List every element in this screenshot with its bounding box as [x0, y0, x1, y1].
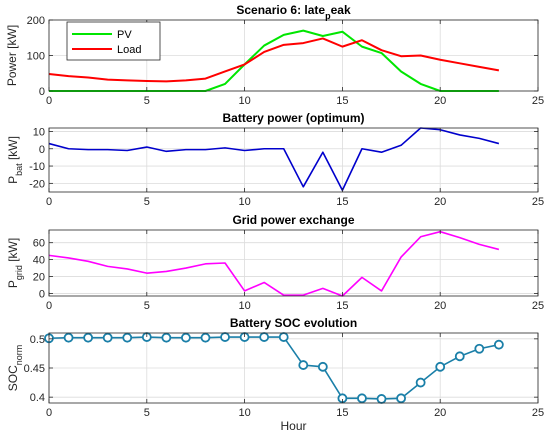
data-point [63, 332, 74, 343]
data-point [220, 332, 230, 342]
y-tick-label: 0 [39, 288, 45, 300]
subplot-4: 0 5 10 15 20 25 0.4 0.45 0.5 Battery SOC evolutio… [6, 316, 544, 433]
y-tick-label: 0.4 [30, 392, 45, 404]
data-point [298, 360, 309, 370]
plot-area [49, 128, 538, 192]
y-tick-label: 0.45 [24, 363, 45, 375]
y-tick-label: 20 [33, 272, 45, 284]
y-tick-label: 10 [33, 126, 45, 138]
chart-title: Battery SOC evolution [230, 316, 357, 330]
series-line-1 [48, 230, 500, 297]
y-axis-label: Pbat [kW] [6, 136, 24, 184]
legend-box [66, 21, 161, 61]
data-point [376, 394, 387, 404]
data-point [278, 332, 289, 342]
x-tick-label: 0 [46, 407, 52, 419]
y-tick-label: 100 [27, 51, 45, 63]
x-tick-label: 15 [336, 196, 348, 208]
x-tick-label: 20 [434, 95, 446, 107]
x-tick-label: 0 [46, 196, 52, 208]
data-point [493, 339, 504, 350]
x-axis-label: Hour [280, 419, 306, 433]
x-tick-label: 20 [434, 407, 446, 419]
axes-frame [48, 229, 539, 297]
subplot-3: 0 5 10 15 20 25 0 20 40 60 Grid power exchange Pgri… [6, 213, 544, 312]
legend-label-load: Load [117, 44, 141, 56]
x-tick-label: 10 [238, 300, 250, 312]
x-tick-label: 0 [46, 300, 52, 312]
axes-frame [48, 127, 539, 193]
x-tick-label: 10 [238, 407, 250, 419]
subplot-2: 0 5 10 15 20 25 -20 -10 0 10 Battery power (optimu… [6, 111, 544, 208]
x-tick-label: 10 [238, 95, 250, 107]
data-point [415, 377, 426, 388]
data-point [396, 393, 406, 404]
x-tick-label: 5 [144, 407, 150, 419]
data-point [102, 332, 113, 343]
plot-area [49, 230, 538, 296]
y-tick-label: 0.5 [30, 334, 45, 346]
x-tick-label: 25 [532, 300, 544, 312]
y-tick-label: -10 [29, 161, 45, 173]
x-tick-label: 25 [532, 196, 544, 208]
x-tick-label: 15 [336, 407, 348, 419]
y-axis-label: Power [kW] [5, 25, 19, 86]
data-point [122, 332, 133, 343]
y-tick-label: 40 [33, 255, 45, 267]
y-tick-label: -20 [29, 178, 45, 190]
x-tick-label: 15 [336, 300, 348, 312]
y-tick-label: 0 [39, 144, 45, 156]
y-axis-label: Pgrid [kW] [6, 238, 24, 288]
data-point [200, 332, 211, 343]
x-tick-label: 5 [144, 196, 150, 208]
data-point [317, 361, 328, 372]
x-tick-label: 0 [46, 95, 52, 107]
series-line-load [48, 37, 500, 83]
subplot-1: 0 5 10 15 20 25 0 100 200 Scenario 6: latepeak Pow… [5, 3, 544, 107]
data-point [83, 332, 94, 343]
chart-title: Battery power (optimum) [222, 111, 364, 125]
data-point [435, 361, 446, 372]
y-tick-label: 60 [33, 238, 45, 250]
chart-title: Scenario 6: latepeak [236, 3, 351, 21]
x-tick-label: 10 [238, 196, 250, 208]
data-point [474, 343, 485, 354]
data-point [454, 351, 465, 362]
data-point [161, 332, 172, 343]
legend-label-pv: PV [117, 29, 132, 41]
data-point [181, 332, 191, 343]
x-tick-label: 5 [144, 300, 150, 312]
y-tick-label: 200 [27, 15, 45, 27]
x-tick-label: 5 [144, 95, 150, 107]
x-tick-label: 20 [434, 196, 446, 208]
x-tick-label: 25 [532, 407, 544, 419]
legend: PV Load [66, 21, 161, 61]
y-tick-label: 0 [39, 86, 45, 98]
x-tick-label: 15 [336, 95, 348, 107]
data-point [259, 332, 270, 342]
x-tick-label: 20 [434, 300, 446, 312]
x-tick-label: 25 [532, 95, 544, 107]
y-axis-label: SOCnorm [6, 345, 24, 392]
data-point [357, 393, 367, 404]
chart-title: Grid power exchange [232, 213, 354, 227]
